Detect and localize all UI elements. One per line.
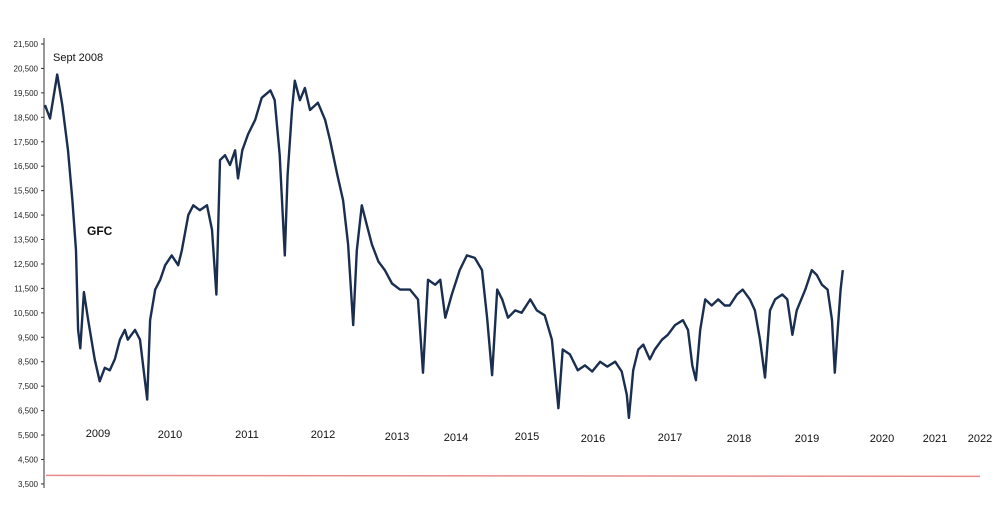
y-tick-label: 15,500 <box>14 187 39 196</box>
y-tick-label: 10,500 <box>14 309 39 318</box>
x-tick-label: 2020 <box>870 433 894 445</box>
y-tick-label: 20,500 <box>14 64 39 73</box>
y-tick-label: 5,500 <box>18 431 39 440</box>
y-tick-label: 18,500 <box>14 113 39 122</box>
y-tick-label: 9,500 <box>18 333 39 342</box>
x-tick-label: 2015 <box>515 431 539 443</box>
x-tick-label: 2016 <box>581 433 605 445</box>
x-tick-label: 2018 <box>727 433 751 445</box>
y-tick-label: 17,500 <box>14 138 39 147</box>
y-tick-label: 19,500 <box>14 89 39 98</box>
x-tick-label: 2012 <box>311 429 335 441</box>
y-tick-label: 4,500 <box>18 455 39 464</box>
annotation-sept-2008: Sept 2008 <box>53 52 103 64</box>
x-tick-label: 2022 <box>968 433 992 445</box>
x-tick-label: 2014 <box>444 432 468 444</box>
y-tick-label: 12,500 <box>14 260 39 269</box>
y-tick-label: 6,500 <box>18 407 39 416</box>
x-tick-label: 2013 <box>385 431 409 443</box>
x-tick-label: 2017 <box>658 432 682 444</box>
x-tick-label: 2021 <box>923 433 947 445</box>
y-tick-label: 3,500 <box>18 480 39 489</box>
series-line-index <box>43 73 844 420</box>
y-tick-label: 8,500 <box>18 358 39 367</box>
x-tick-label: 2019 <box>795 433 819 445</box>
y-tick-label: 21,500 <box>14 40 39 49</box>
reference-line <box>45 474 981 478</box>
y-tick-label: 16,500 <box>14 162 39 171</box>
y-tick-label: 14,500 <box>14 211 39 220</box>
annotation-gfc: GFC <box>87 224 113 238</box>
y-tick-label: 7,500 <box>18 382 39 391</box>
x-tick-label: 2011 <box>235 429 259 441</box>
y-tick-label: 13,500 <box>14 236 39 245</box>
x-tick-label: 2010 <box>158 429 182 441</box>
x-tick-label: 2009 <box>86 428 110 440</box>
y-tick-label: 11,500 <box>14 284 38 293</box>
